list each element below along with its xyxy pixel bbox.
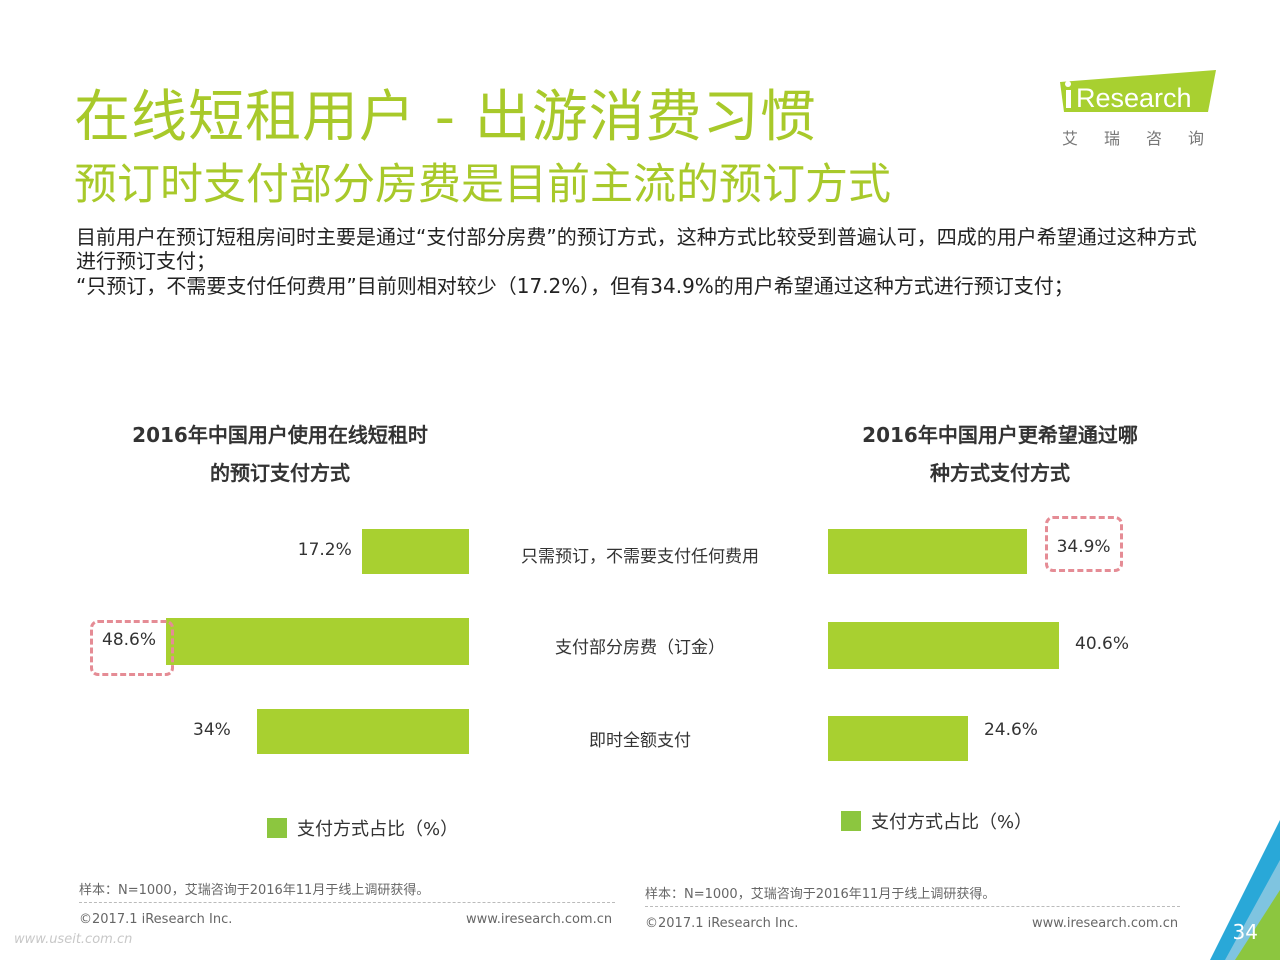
right-value-label-full-payment: 24.6% (983, 720, 1038, 740)
svg-text:Research: Research (1076, 83, 1192, 113)
left-footer-website: www.iresearch.com.cn (466, 912, 613, 927)
right-value-label-partial-payment: 40.6% (1075, 633, 1130, 654)
page-subtitle: 预订时支付部分房费是目前主流的预订方式 (74, 160, 891, 210)
right-legend: 支付方式占比（%） (841, 808, 1032, 834)
left-chart-title-line1: 2016年中国用户使用在线短租时 (132, 423, 428, 447)
right-chart-title-line1: 2016年中国用户更希望通过哪 (862, 423, 1138, 447)
category-label-no-payment: 只需预订，不需要支付任何费用 (521, 547, 759, 567)
right-bar-no-payment (828, 529, 1027, 574)
left-value-label-no-payment: 17.2% (297, 539, 352, 560)
logo-cn-text: 艾瑞咨询 (1062, 129, 1231, 148)
right-footer-copyright: ©2017.1 iResearch Inc. (645, 916, 799, 931)
left-value-label-partial-payment: 48.6% (102, 629, 157, 650)
left-footer-sample: 样本：N=1000，艾瑞咨询于2016年11月于线上调研获得。 (79, 883, 430, 898)
left-legend: 支付方式占比（%） (267, 815, 458, 841)
description-paragraph-1: 目前用户在预订短租房间时主要是通过“支付部分房费”的预订方式，这种方式比较受到普… (76, 225, 1197, 273)
legend-swatch (841, 811, 861, 831)
left-legend-label: 支付方式占比（%） (297, 819, 459, 840)
category-label-full-payment: 即时全额支付 (589, 731, 691, 751)
corner-decoration (1210, 820, 1280, 960)
page-number: 34 (1232, 920, 1258, 944)
left-bar-partial-payment (166, 618, 469, 665)
right-value-label-no-payment: 34.9% (1056, 537, 1111, 557)
right-chart-title: 2016年中国用户更希望通过哪 种方式支付方式 (830, 416, 1170, 492)
right-footer-website: www.iresearch.com.cn (1032, 916, 1179, 931)
right-bar-full-payment (828, 716, 968, 761)
left-chart-title-line2: 的预订支付方式 (210, 461, 350, 485)
left-bar-no-payment (361, 529, 469, 574)
page-title: 在线短租用户 - 出游消费习惯 (74, 85, 817, 150)
category-label-partial-payment: 支付部分房费（订金） (555, 638, 725, 658)
left-footer-copyright: ©2017.1 iResearch Inc. (79, 912, 233, 927)
right-highlight-box (1045, 516, 1123, 572)
description-paragraph-2: “只预订，不需要支付任何费用”目前则相对较少（17.2%），但有34.9%的用户… (76, 274, 1074, 298)
left-bar-full-payment (257, 709, 469, 754)
iresearch-logo: Research (1060, 70, 1216, 113)
left-chart-title: 2016年中国用户使用在线短租时 的预订支付方式 (110, 416, 450, 492)
watermark: www.useit.com.cn (14, 932, 133, 947)
left-value-label-full-payment: 34% (193, 719, 231, 740)
right-legend-label: 支付方式占比（%） (871, 812, 1033, 833)
left-highlight-box (90, 620, 174, 676)
legend-swatch (267, 818, 287, 838)
left-footer-divider (79, 902, 615, 903)
right-footer-divider (645, 906, 1180, 907)
right-chart-title-line2: 种方式支付方式 (930, 461, 1070, 485)
right-footer-sample: 样本：N=1000，艾瑞咨询于2016年11月于线上调研获得。 (645, 887, 996, 902)
right-bar-partial-payment (828, 622, 1059, 669)
